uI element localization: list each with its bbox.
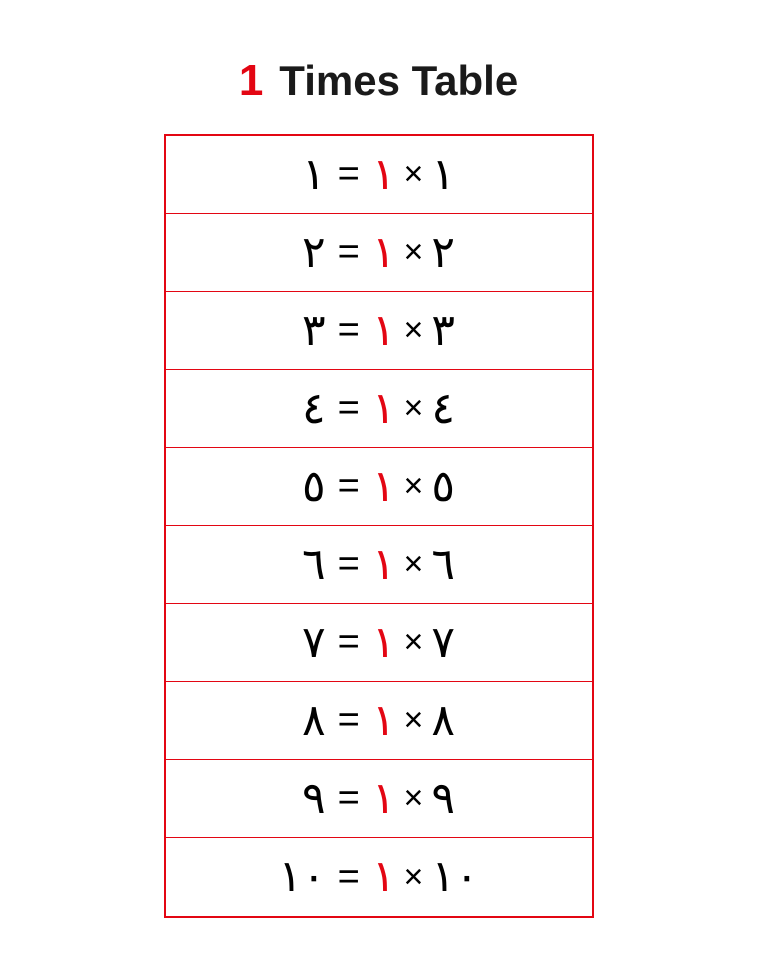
equation-multiplier: ١ bbox=[372, 231, 396, 275]
equation-result: ٣ bbox=[302, 309, 326, 353]
equation-multiplier: ١ bbox=[372, 465, 396, 509]
equation-multiplicand: ٨ bbox=[431, 699, 455, 743]
equation-result: ٥ bbox=[302, 465, 326, 509]
equation-multiplier: ١ bbox=[372, 153, 396, 197]
table-row: ٣ = ١ × ٣ bbox=[166, 292, 592, 370]
equation-result: ٦ bbox=[302, 543, 326, 587]
table-row: ١٠ = ١ × ١٠ bbox=[166, 838, 592, 916]
equation-multiplicand: ٥ bbox=[431, 465, 455, 509]
times-sign: × bbox=[403, 311, 423, 350]
table-row: ١ = ١ × ١ bbox=[166, 136, 592, 214]
equation-multiplicand: ٢ bbox=[431, 231, 455, 275]
equation-multiplicand: ٦ bbox=[431, 543, 455, 587]
page-title-container: 1 Times Table bbox=[239, 56, 518, 106]
equals-sign: = bbox=[338, 621, 360, 664]
times-sign: × bbox=[403, 545, 423, 584]
equation-result: ٧ bbox=[302, 621, 326, 665]
equation-multiplicand: ١ bbox=[431, 153, 455, 197]
times-sign: × bbox=[403, 233, 423, 272]
times-sign: × bbox=[403, 623, 423, 662]
equation-result: ٨ bbox=[302, 699, 326, 743]
table-row: ٩ = ١ × ٩ bbox=[166, 760, 592, 838]
equals-sign: = bbox=[338, 465, 360, 508]
title-text: Times Table bbox=[279, 57, 518, 105]
equals-sign: = bbox=[338, 153, 360, 196]
equation-multiplier: ١ bbox=[372, 309, 396, 353]
equation-result: ٤ bbox=[302, 387, 326, 431]
equation-multiplier: ١ bbox=[372, 387, 396, 431]
equation-result: ١ bbox=[302, 153, 326, 197]
equation-multiplier: ١ bbox=[372, 543, 396, 587]
times-sign: × bbox=[403, 389, 423, 428]
equation-result: ٩ bbox=[302, 777, 326, 821]
table-row: ٥ = ١ × ٥ bbox=[166, 448, 592, 526]
equation-multiplicand: ٩ bbox=[431, 777, 455, 821]
times-sign: × bbox=[403, 779, 423, 818]
equation-multiplicand: ١٠ bbox=[431, 855, 478, 899]
equals-sign: = bbox=[338, 543, 360, 586]
table-row: ٤ = ١ × ٤ bbox=[166, 370, 592, 448]
times-sign: × bbox=[403, 467, 423, 506]
title-number: 1 bbox=[239, 56, 263, 106]
times-sign: × bbox=[403, 155, 423, 194]
equation-multiplier: ١ bbox=[372, 855, 396, 899]
equation-multiplier: ١ bbox=[372, 699, 396, 743]
times-sign: × bbox=[403, 858, 423, 897]
equals-sign: = bbox=[338, 777, 360, 820]
equals-sign: = bbox=[338, 309, 360, 352]
equation-multiplicand: ٤ bbox=[431, 387, 455, 431]
times-table: ١ = ١ × ١ ٢ = ١ × ٢ ٣ = ١ × ٣ ٤ = ١ × ٤ … bbox=[164, 134, 594, 918]
table-row: ٢ = ١ × ٢ bbox=[166, 214, 592, 292]
equation-result: ٢ bbox=[302, 231, 326, 275]
table-row: ٦ = ١ × ٦ bbox=[166, 526, 592, 604]
equals-sign: = bbox=[338, 231, 360, 274]
equation-result: ١٠ bbox=[278, 855, 325, 899]
table-row: ٧ = ١ × ٧ bbox=[166, 604, 592, 682]
equation-multiplier: ١ bbox=[372, 777, 396, 821]
equation-multiplier: ١ bbox=[372, 621, 396, 665]
equation-multiplicand: ٧ bbox=[431, 621, 455, 665]
table-row: ٨ = ١ × ٨ bbox=[166, 682, 592, 760]
equals-sign: = bbox=[338, 387, 360, 430]
equals-sign: = bbox=[338, 699, 360, 742]
equals-sign: = bbox=[338, 856, 360, 899]
times-sign: × bbox=[403, 701, 423, 740]
equation-multiplicand: ٣ bbox=[431, 309, 455, 353]
